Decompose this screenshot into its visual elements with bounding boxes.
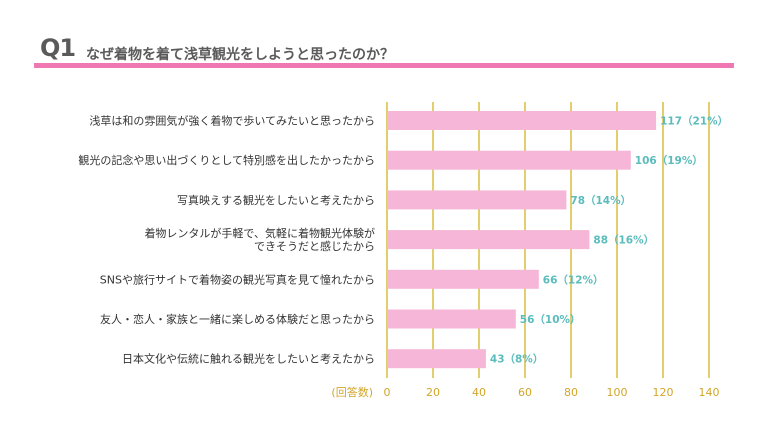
- x-axis-unit-label: (回答数): [331, 385, 373, 399]
- bar: [387, 230, 590, 250]
- bar: [387, 269, 539, 289]
- category-label: 写真映えする観光をしたいと考えたから: [177, 193, 375, 207]
- value-label: 88（16%）: [593, 234, 654, 247]
- category-label: 観光の記念や思い出づくりとして特別感を出したかったから: [78, 153, 375, 167]
- title-underline: [34, 63, 734, 68]
- value-label: 56（10%）: [520, 313, 581, 326]
- value-label: 78（14%）: [570, 194, 631, 207]
- category-label: 着物レンタルが手軽で、気軽に着物観光体験が: [144, 226, 375, 240]
- x-tick-label: 0: [384, 386, 391, 399]
- bar: [387, 309, 516, 329]
- x-tick-label: 40: [472, 386, 486, 399]
- value-label: 66（12%）: [543, 273, 604, 286]
- x-tick-label: 60: [518, 386, 532, 399]
- x-tick-label: 80: [564, 386, 578, 399]
- value-label: 43（8%）: [490, 353, 543, 366]
- category-label: できそうだと感じたから: [254, 240, 375, 253]
- x-tick-label: 20: [426, 386, 440, 399]
- x-tick-label: 100: [607, 386, 628, 399]
- category-label: 日本文化や伝統に触れる観光をしたいと考えたから: [122, 352, 375, 366]
- category-label: 友人・恋人・家族と一緒に楽しめる体験だと思ったから: [100, 312, 375, 326]
- category-label: SNSや旅行サイトで着物姿の観光写真を見て憧れたから: [100, 272, 375, 286]
- bar: [387, 150, 631, 170]
- value-label: 117（21%）: [660, 115, 728, 128]
- chart-title: なぜ着物を着て浅草観光をしようと思ったのか？: [86, 47, 394, 63]
- bar: [387, 349, 486, 369]
- value-label: 106（19%）: [635, 154, 703, 167]
- question-number: Q1: [40, 34, 76, 62]
- category-label: 浅草は和の雰囲気が強く着物で歩いてみたいと思ったから: [89, 114, 375, 128]
- bar: [387, 111, 657, 130]
- x-tick-label: 140: [699, 386, 720, 399]
- bar: [387, 190, 567, 210]
- x-tick-label: 120: [653, 386, 674, 399]
- chart-header: Q1 なぜ着物を着て浅草観光をしようと思ったのか？: [40, 34, 740, 74]
